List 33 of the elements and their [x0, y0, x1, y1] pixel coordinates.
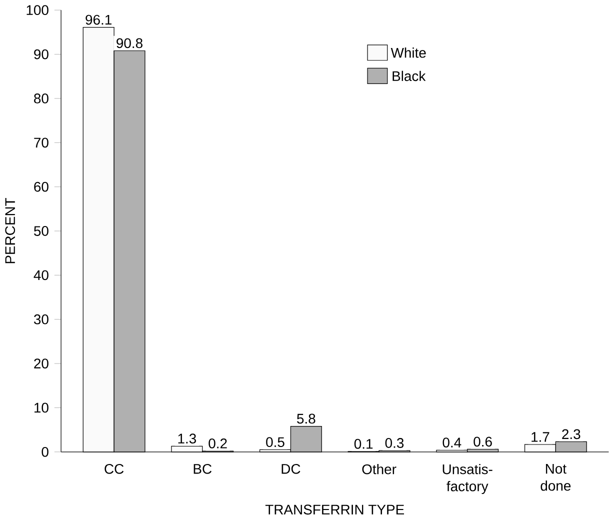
legend-label: White: [390, 48, 426, 58]
x-tick-label: CC: [104, 464, 124, 474]
x-axis-title: TRANSFERRIN TYPE: [265, 504, 404, 515]
y-axis-title: PERCENT: [5, 198, 16, 264]
x-tick-label: Not done: [540, 464, 571, 491]
data-label: 5.8: [297, 414, 316, 424]
y-tick-label: 100: [26, 5, 48, 16]
y-tick-label: 50: [34, 226, 48, 236]
y-tick-label: 40: [34, 270, 48, 280]
data-label: 2.3: [562, 429, 580, 440]
y-tick-label: 80: [34, 94, 48, 104]
data-label: 0.5: [266, 437, 284, 448]
data-label: 0.2: [208, 438, 227, 449]
data-label: 90.8: [116, 38, 142, 48]
y-tick-label: 60: [34, 182, 48, 192]
y-tick-label: 10: [34, 402, 48, 413]
data-label: 1.3: [178, 434, 196, 444]
y-tick-label: 20: [34, 358, 48, 369]
x-tick-label: Other: [362, 464, 396, 474]
y-tick-label: 0: [42, 447, 48, 457]
y-tick-label: 70: [34, 138, 48, 148]
y-tick-label: 90: [34, 49, 48, 60]
data-label: 96.1: [86, 14, 112, 25]
data-label: 0.4: [442, 438, 462, 448]
data-label: 0.1: [354, 439, 373, 449]
y-tick-label: 30: [34, 314, 48, 324]
x-tick-label: DC: [282, 464, 300, 474]
data-label: 0.3: [385, 438, 404, 448]
data-label: 1.7: [532, 432, 550, 442]
legend-label: Black: [392, 70, 426, 82]
data-label: 0.6: [474, 436, 492, 447]
x-tick-label: Unsatis-factory: [442, 464, 492, 494]
x-tick-label: BC: [194, 464, 212, 474]
